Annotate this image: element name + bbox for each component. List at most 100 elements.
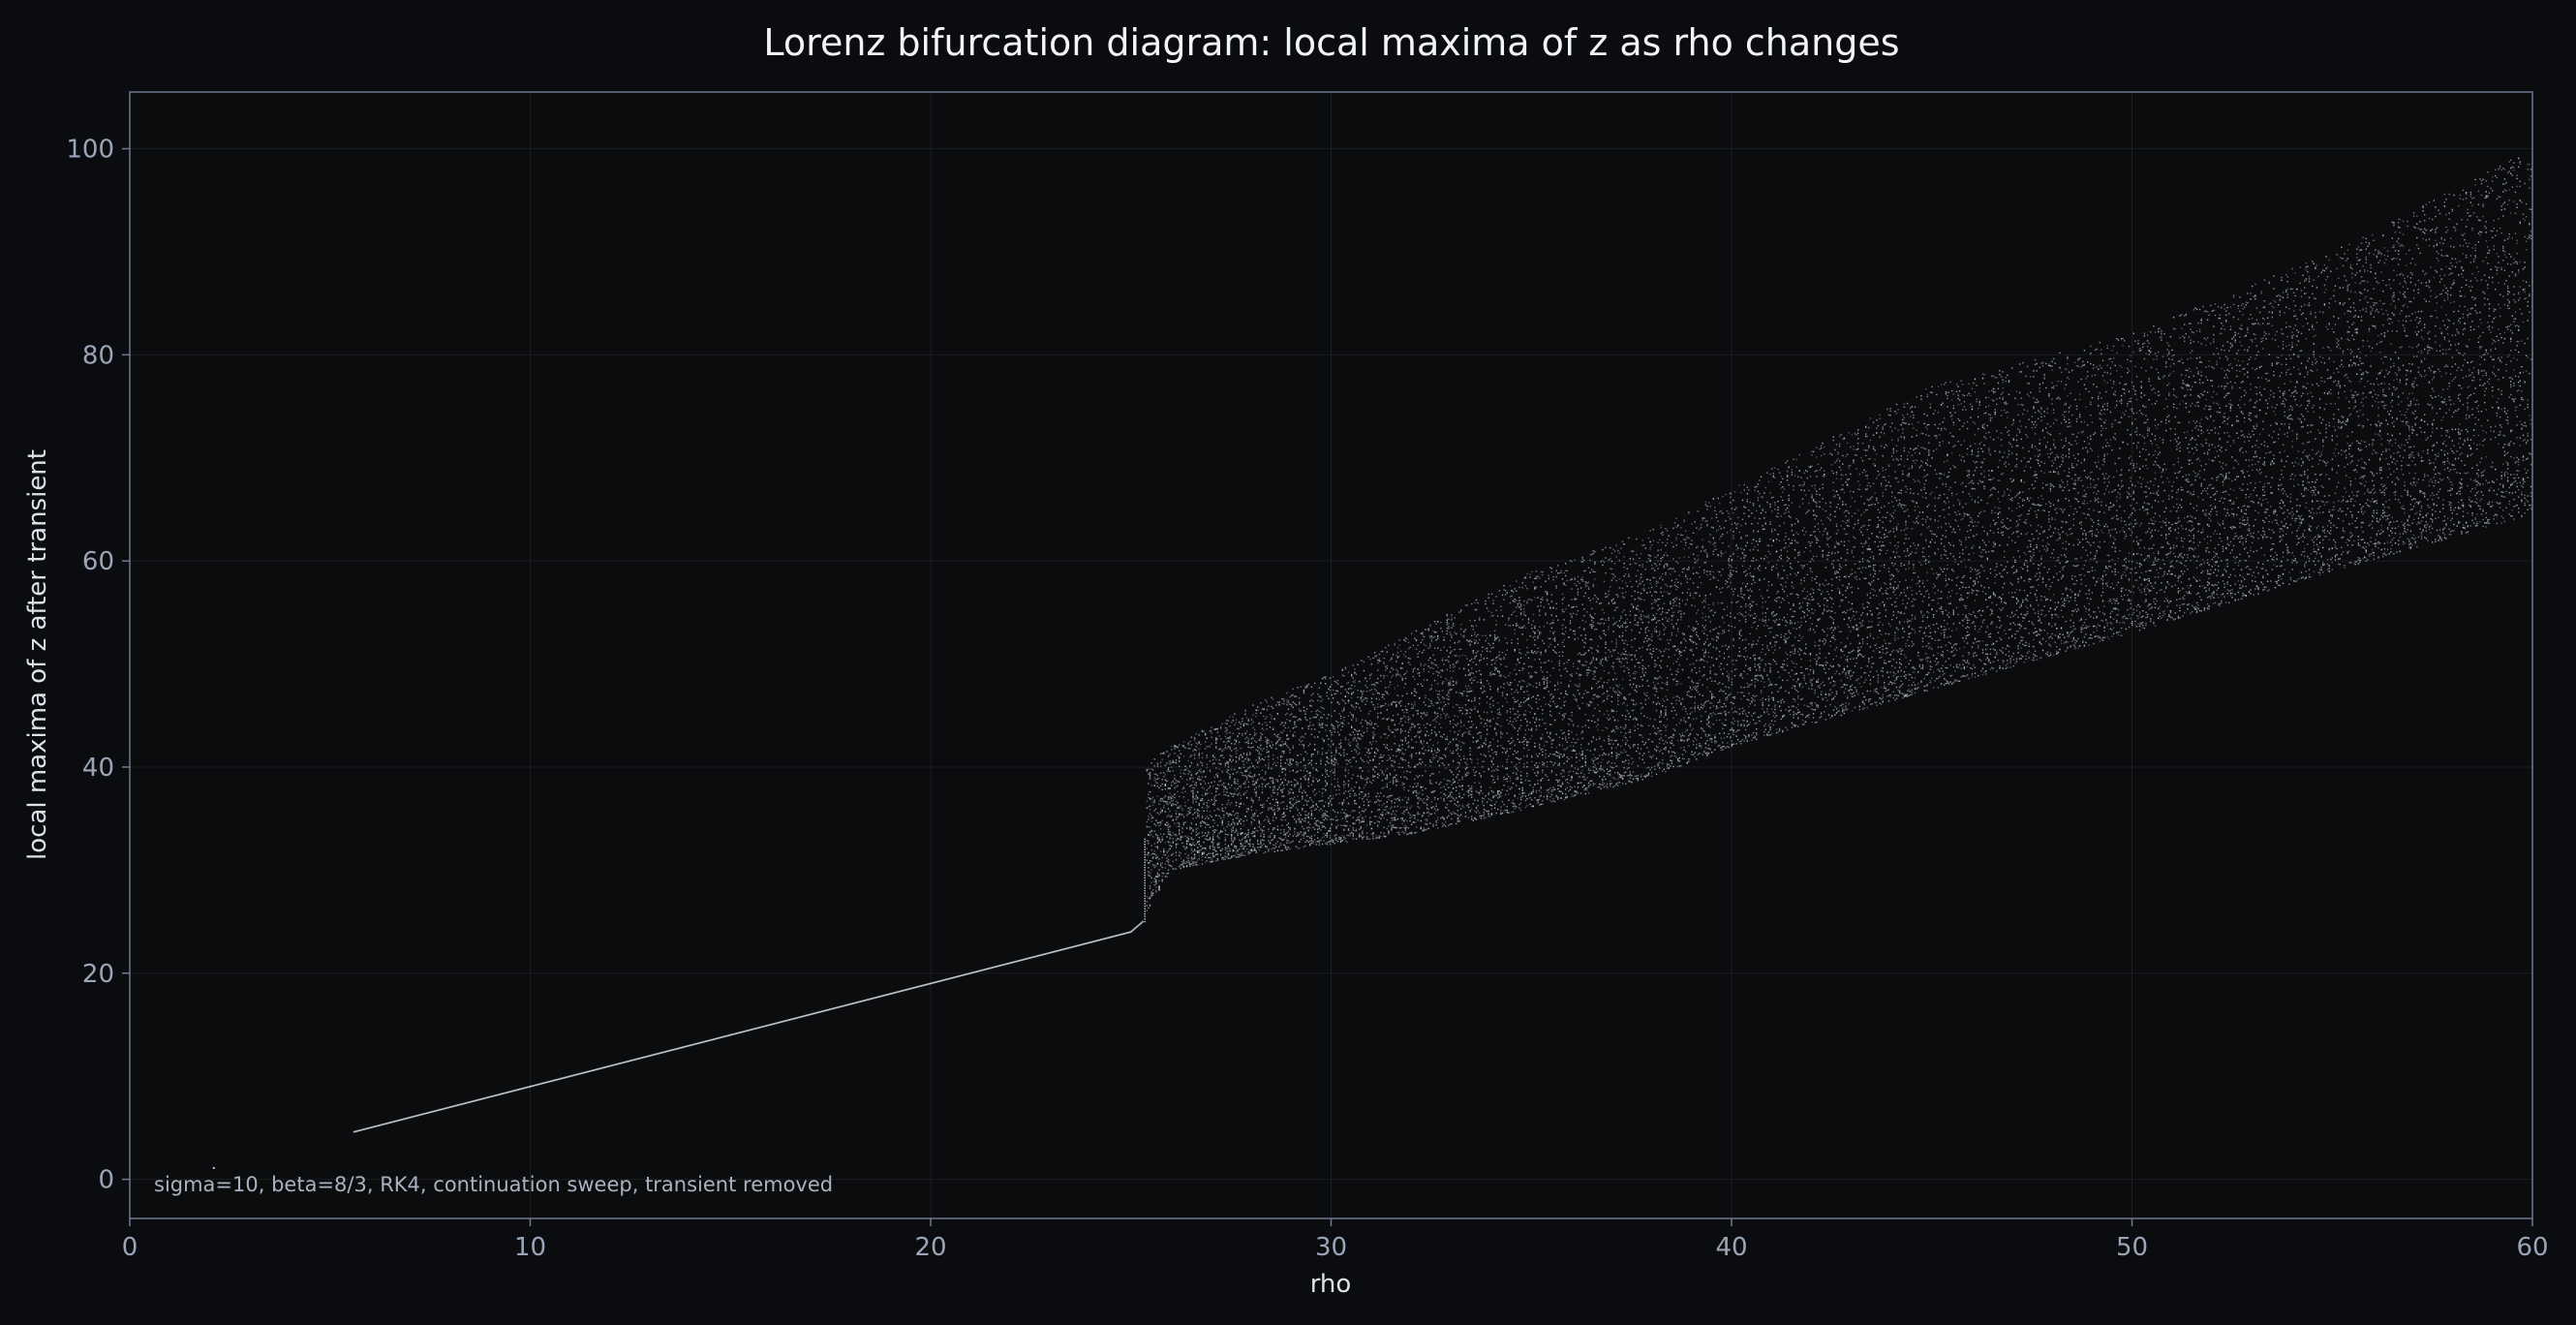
data-point xyxy=(826,1009,829,1011)
data-point xyxy=(1247,828,1249,831)
data-point xyxy=(1231,755,1233,757)
data-point xyxy=(1266,746,1268,748)
data-point xyxy=(593,1068,596,1071)
data-point xyxy=(1437,696,1439,698)
data-point xyxy=(1193,749,1196,751)
data-point xyxy=(624,1061,626,1063)
data-point xyxy=(1369,800,1371,802)
data-point xyxy=(1273,836,1275,838)
data-point xyxy=(1281,745,1283,747)
data-point xyxy=(1432,662,1434,664)
data-point xyxy=(1289,798,1291,800)
data-point xyxy=(546,1081,548,1084)
data-point xyxy=(1349,687,1351,690)
data-point xyxy=(1433,711,1436,713)
data-point xyxy=(1211,846,1214,847)
data-point xyxy=(1299,708,1301,710)
data-point xyxy=(1198,778,1200,780)
data-point xyxy=(1179,765,1181,767)
data-point xyxy=(1172,781,1174,783)
data-point xyxy=(1197,778,1199,780)
data-point xyxy=(662,1051,665,1054)
data-point xyxy=(1362,725,1364,727)
data-point xyxy=(1349,741,1351,744)
data-point xyxy=(1297,832,1299,834)
data-point xyxy=(727,1034,730,1036)
data-point xyxy=(1415,692,1418,693)
data-point xyxy=(954,975,957,978)
data-point xyxy=(1336,722,1339,724)
data-point xyxy=(1219,755,1222,757)
data-point xyxy=(542,1082,545,1085)
data-point xyxy=(1234,814,1236,817)
data-point xyxy=(463,1102,466,1105)
data-point xyxy=(1245,848,1248,850)
data-point xyxy=(1375,816,1377,817)
data-point xyxy=(1179,821,1181,824)
data-point xyxy=(1409,766,1411,768)
data-point xyxy=(1271,839,1273,842)
data-point xyxy=(1407,716,1410,718)
data-point xyxy=(823,1009,826,1012)
data-point xyxy=(1193,737,1196,740)
data-point xyxy=(1398,799,1400,802)
data-point xyxy=(1383,744,1385,746)
data-point xyxy=(1367,755,1369,758)
data-point xyxy=(1179,854,1181,856)
data-point xyxy=(1332,772,1334,774)
data-point xyxy=(1190,761,1193,764)
data-point xyxy=(1303,828,1305,830)
data-point xyxy=(1313,788,1316,790)
data-point xyxy=(1343,749,1345,751)
data-point xyxy=(1335,752,1337,754)
data-point xyxy=(1209,852,1211,854)
data-point xyxy=(1343,720,1345,722)
data-point xyxy=(1363,818,1365,820)
data-point xyxy=(998,965,1001,967)
data-point xyxy=(1445,703,1447,706)
data-point xyxy=(1275,748,1277,750)
data-point xyxy=(1253,813,1256,815)
data-point xyxy=(1318,820,1320,822)
data-point xyxy=(1373,656,1376,658)
data-point xyxy=(1354,786,1356,788)
data-point xyxy=(1247,719,1249,721)
data-point xyxy=(1208,787,1210,789)
data-point xyxy=(1313,817,1316,819)
data-point xyxy=(1281,782,1283,784)
data-point xyxy=(613,1063,615,1066)
data-point xyxy=(1404,829,1407,831)
data-point xyxy=(789,1018,791,1021)
data-point xyxy=(1252,776,1254,778)
data-point xyxy=(457,1104,459,1106)
data-point xyxy=(670,1049,673,1052)
data-point xyxy=(1346,820,1348,822)
data-point xyxy=(1331,715,1333,718)
data-point xyxy=(960,974,962,977)
data-point xyxy=(1205,794,1207,796)
data-point xyxy=(1252,802,1254,804)
data-point xyxy=(1268,819,1270,822)
data-point xyxy=(1171,795,1173,797)
data-point xyxy=(1292,792,1294,794)
data-point xyxy=(1429,765,1431,767)
data-point xyxy=(1175,746,1178,748)
data-point xyxy=(1174,796,1176,799)
data-point xyxy=(1208,823,1210,826)
data-point xyxy=(985,968,987,971)
data-point xyxy=(467,1101,469,1104)
data-point xyxy=(1174,793,1176,795)
data-point xyxy=(1226,768,1228,771)
data-point xyxy=(1257,839,1259,842)
data-point xyxy=(489,1095,491,1098)
data-point xyxy=(1232,773,1234,775)
data-point xyxy=(1426,818,1428,820)
data-point xyxy=(1229,757,1231,760)
data-point xyxy=(1295,807,1298,809)
data-point xyxy=(1331,818,1333,820)
data-point xyxy=(728,1034,731,1036)
data-point xyxy=(1260,739,1262,742)
data-point xyxy=(1260,839,1262,842)
data-point xyxy=(1263,715,1265,718)
data-point xyxy=(1235,851,1238,853)
